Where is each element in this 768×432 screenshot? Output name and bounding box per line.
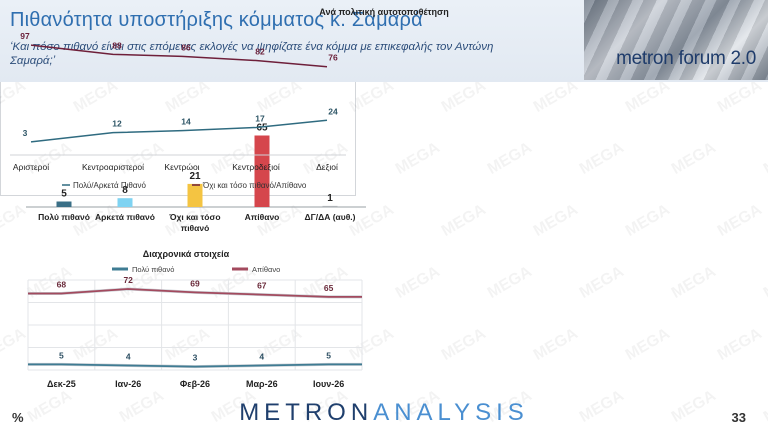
legend-label: Πολύ/Αρκετά Πιθανό bbox=[73, 181, 146, 190]
watermark-text: MEGA bbox=[715, 201, 766, 241]
data-label: 21 bbox=[189, 171, 201, 182]
data-label: 17 bbox=[255, 113, 265, 123]
watermark-text: MEGA bbox=[577, 139, 628, 179]
watermark-text: MEGA bbox=[393, 139, 444, 179]
watermark-text: MEGA bbox=[623, 201, 674, 241]
bar bbox=[117, 198, 133, 207]
watermark-text: MEGA bbox=[669, 139, 720, 179]
tick-label: Φεβ-26 bbox=[180, 379, 210, 389]
slide-title: Πιθανότητα υποστήριξης κόμματος κ. Σαμαρ… bbox=[10, 9, 423, 31]
legend-label: Απίθανο bbox=[252, 265, 280, 274]
watermark-text: MEGA bbox=[531, 201, 582, 241]
data-label: 68 bbox=[57, 280, 67, 290]
watermark-text: MEGA bbox=[485, 139, 536, 179]
data-label: 88 bbox=[112, 40, 122, 50]
bar bbox=[322, 205, 338, 207]
data-label: 5 bbox=[326, 350, 331, 360]
percent-sign: % bbox=[12, 410, 24, 425]
watermark-text: MEGA bbox=[485, 263, 536, 303]
watermark-text: MEGA bbox=[393, 263, 444, 303]
watermark-text: MEGA bbox=[439, 325, 490, 365]
ideology-panel: Ανά πολιτική αυτοτοποθέτηση 3 12 14 17 24 97 8… bbox=[0, 0, 449, 196]
watermark-text: MEGA bbox=[715, 82, 766, 117]
data-label: 82 bbox=[255, 47, 265, 57]
tick-label: Ιαν-26 bbox=[115, 379, 141, 389]
data-label: 67 bbox=[257, 281, 267, 291]
series-line bbox=[28, 363, 362, 368]
history-chart-title: Διαχρονικά στοιχεία bbox=[142, 249, 230, 259]
watermark-text: MEGA bbox=[577, 263, 628, 303]
watermark-text: MEGA bbox=[669, 263, 720, 303]
data-label: 14 bbox=[181, 117, 191, 127]
data-label: 76 bbox=[328, 53, 338, 63]
watermark-text: MEGA bbox=[531, 325, 582, 365]
series-line bbox=[30, 44, 328, 68]
watermark-text: MEGA bbox=[761, 263, 768, 303]
brand-part-2: ANALYSIS bbox=[373, 399, 529, 426]
category-label: Απίθανο bbox=[245, 212, 280, 222]
ideology-chart-title: Ανά πολιτική αυτοτοποθέτηση bbox=[319, 7, 449, 17]
legend-label: Πολύ πιθανό bbox=[132, 265, 174, 274]
category-label: Αρκετά πιθανό bbox=[95, 212, 155, 222]
data-label: 3 bbox=[23, 128, 28, 138]
watermark-text: MEGA bbox=[715, 325, 766, 365]
data-label: 69 bbox=[190, 278, 200, 288]
watermark-text: MEGA bbox=[623, 325, 674, 365]
data-label: 97 bbox=[20, 31, 30, 41]
history-line-chart: Πολύ πιθανό Απίθανο 5 4 3 4 5 68 72 69 67 65 Δεκ-25 Ι… bbox=[27, 265, 363, 389]
bar bbox=[56, 201, 72, 207]
data-label: 65 bbox=[324, 283, 334, 293]
tick-label: Δεκ-25 bbox=[47, 379, 76, 389]
data-label: 86 bbox=[181, 42, 191, 52]
data-label: 24 bbox=[328, 106, 338, 116]
slide-subtitle: ‘Και πόσο πιθανό είναι στις επόμενες εκλ… bbox=[10, 41, 494, 67]
tick-label: Ιουν-26 bbox=[313, 379, 344, 389]
series-line bbox=[28, 288, 362, 298]
category-label: πιθανό bbox=[181, 223, 210, 233]
ideology-line-chart: 3 12 14 17 24 97 88 86 82 76 Αριστεροί Κεντροαριστε… bbox=[10, 31, 346, 190]
data-label: 1 bbox=[327, 193, 333, 204]
data-label: 5 bbox=[59, 350, 64, 360]
tick-label: Κεντροαριστεροί bbox=[82, 162, 144, 172]
watermark-text: MEGA bbox=[531, 82, 582, 117]
data-label: 65 bbox=[256, 123, 268, 134]
metron-analysis-logo: METRONANALYSIS bbox=[0, 399, 768, 427]
category-label: ΔΓ/ΔΑ (αυθ.) bbox=[305, 212, 356, 222]
data-label: 4 bbox=[126, 352, 131, 362]
brand-part-1: METRON bbox=[239, 399, 374, 426]
page-number: 33 bbox=[731, 410, 746, 425]
watermark-text: MEGA bbox=[439, 82, 490, 117]
metron-forum-logo: metron forum 2.0 bbox=[584, 0, 768, 80]
category-label: Όχι και τόσο bbox=[168, 212, 220, 222]
data-label: 12 bbox=[112, 119, 122, 129]
series-line bbox=[30, 119, 328, 143]
glass-building-image bbox=[584, 0, 768, 80]
legend-label: Όχι και τόσο πιθανό/Απίθανο bbox=[202, 181, 307, 190]
watermark-text: MEGA bbox=[623, 82, 674, 117]
tick-label: Αριστεροί bbox=[13, 162, 49, 172]
data-label: 72 bbox=[123, 275, 133, 285]
tick-label: Κεντροδεξιοί bbox=[232, 162, 280, 172]
tick-label: Μαρ-26 bbox=[246, 379, 278, 389]
watermark-text: MEGA bbox=[439, 201, 490, 241]
category-label: Πολύ πιθανό bbox=[38, 212, 90, 222]
data-label: 4 bbox=[259, 352, 264, 362]
forum-logo-text: metron forum 2.0 bbox=[616, 48, 756, 69]
data-label: 5 bbox=[61, 189, 67, 200]
bar bbox=[187, 183, 203, 207]
watermark-text: MEGA bbox=[761, 139, 768, 179]
bar bbox=[254, 135, 270, 207]
tick-label: Κεντρώοι bbox=[164, 162, 199, 172]
data-label: 8 bbox=[122, 185, 128, 196]
tick-label: Δεξιοί bbox=[316, 162, 338, 172]
data-label: 3 bbox=[193, 353, 198, 363]
